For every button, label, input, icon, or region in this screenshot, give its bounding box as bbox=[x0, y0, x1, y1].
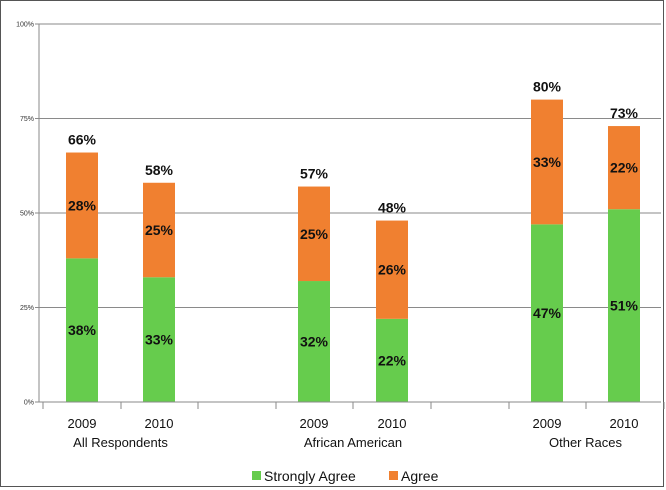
data-label: 25% bbox=[145, 222, 174, 238]
bar-agree bbox=[376, 220, 408, 319]
y-tick-label: 25% bbox=[20, 305, 34, 312]
bar-strongly-agree bbox=[66, 258, 98, 402]
total-label: 48% bbox=[378, 200, 407, 216]
data-label: 26% bbox=[378, 262, 407, 278]
bar-strongly-agree bbox=[298, 281, 330, 402]
bar-strongly-agree bbox=[143, 277, 175, 402]
x-category-label: 2009 bbox=[300, 416, 329, 431]
y-tick-label: 75% bbox=[20, 116, 34, 123]
x-category-label: 2010 bbox=[378, 416, 407, 431]
data-label: 33% bbox=[145, 332, 174, 348]
total-label: 66% bbox=[68, 132, 97, 148]
x-category-label: 2009 bbox=[533, 416, 562, 431]
bar-strongly-agree bbox=[608, 209, 640, 402]
y-tick-label: 100% bbox=[16, 22, 34, 29]
data-label: 33% bbox=[533, 154, 562, 170]
x-group-label: African American bbox=[304, 435, 402, 450]
x-category-label: 2010 bbox=[610, 416, 639, 431]
gridlines bbox=[39, 23, 661, 403]
y-tick-label: 0% bbox=[24, 400, 34, 407]
legend-label: Agree bbox=[401, 468, 439, 484]
x-axis: 2009 2010 All Respondents 2009 2010 African A… bbox=[39, 401, 665, 450]
total-label: 57% bbox=[300, 166, 329, 182]
legend-label: Strongly Agree bbox=[264, 468, 356, 484]
data-label: 25% bbox=[300, 226, 329, 242]
x-category-label: 2009 bbox=[68, 416, 97, 431]
data-label: 47% bbox=[533, 305, 562, 321]
bars: 38% 28% 66% 33% 25% 58% 32% 25% 57% 22% 26% 48% 47% 3… bbox=[66, 79, 640, 402]
data-label: 28% bbox=[68, 197, 97, 213]
bar-strongly-agree bbox=[376, 318, 408, 402]
bar-agree bbox=[608, 126, 640, 210]
x-group-label: Other Races bbox=[549, 435, 622, 450]
bar-agree bbox=[531, 99, 563, 225]
data-label: 38% bbox=[68, 322, 97, 338]
legend-swatch bbox=[252, 471, 261, 480]
y-tick-label: 50% bbox=[20, 211, 34, 218]
legend-swatch bbox=[389, 471, 398, 480]
data-label: 32% bbox=[300, 334, 329, 350]
total-label: 58% bbox=[145, 162, 174, 178]
total-label: 73% bbox=[610, 105, 639, 121]
total-label: 80% bbox=[533, 79, 562, 95]
y-axis-ticks: 0% 25% 50% 75% 100% bbox=[16, 22, 40, 407]
x-group-label: All Respondents bbox=[73, 435, 168, 450]
x-category-label: 2010 bbox=[145, 416, 174, 431]
bar-agree bbox=[66, 152, 98, 259]
data-label: 22% bbox=[378, 352, 407, 368]
bar-agree bbox=[143, 182, 175, 278]
bar-strongly-agree bbox=[531, 224, 563, 402]
legend: Strongly Agree Agree bbox=[252, 468, 439, 484]
data-label: 22% bbox=[610, 160, 639, 176]
data-label: 51% bbox=[610, 298, 639, 314]
bar-agree bbox=[298, 186, 330, 282]
